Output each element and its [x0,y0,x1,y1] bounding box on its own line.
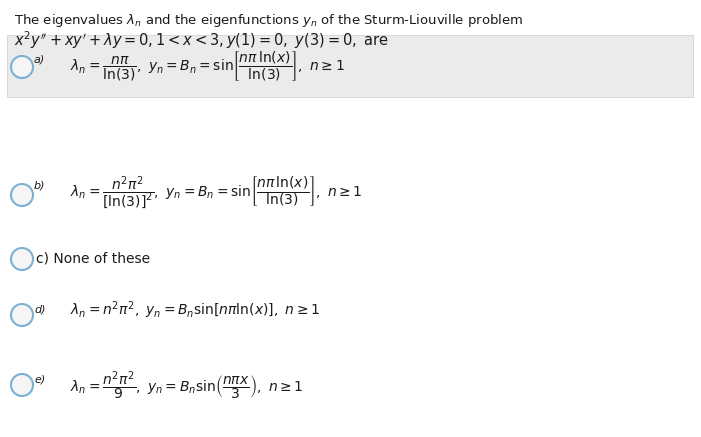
Text: $\lambda_n = \dfrac{n^2\pi^2}{[\ln(3)]^2},\ y_n = B_n = \sin\!\left[\dfrac{n\pi\: $\lambda_n = \dfrac{n^2\pi^2}{[\ln(3)]^2… [70,175,362,212]
Text: The eigenvalues $\lambda_n$ and the eigenfunctions $y_n$ of the Sturm-Liouville : The eigenvalues $\lambda_n$ and the eige… [14,12,523,29]
Circle shape [11,374,33,396]
Circle shape [11,248,33,270]
Circle shape [11,56,33,78]
Text: $\lambda_n = \dfrac{n\pi}{\ln(3)},\ y_n = B_n = \sin\!\left[\dfrac{n\pi\,\mathrm: $\lambda_n = \dfrac{n\pi}{\ln(3)},\ y_n … [70,49,345,83]
Text: c) None of these: c) None of these [36,252,150,266]
Text: b): b) [34,181,46,191]
Circle shape [11,184,33,206]
FancyBboxPatch shape [7,35,693,97]
Text: $\lambda_n = \dfrac{n^2\pi^2}{9},\ y_n = B_n\sin\!\left(\dfrac{n\pi x}{3}\right): $\lambda_n = \dfrac{n^2\pi^2}{9},\ y_n =… [70,369,304,402]
Text: a): a) [34,55,46,65]
Text: $x^2y'' + xy' + \lambda y = 0, 1 < x < 3, y(1) = 0,\ y(3) = 0,$ are: $x^2y'' + xy' + \lambda y = 0, 1 < x < 3… [14,29,389,51]
Circle shape [11,304,33,326]
Text: e): e) [34,374,46,384]
Text: $\lambda_n = n^2\pi^2,\ y_n = B_n\sin[n\pi\ln(x)],\ n \geq 1$: $\lambda_n = n^2\pi^2,\ y_n = B_n\sin[n\… [70,299,320,321]
Text: d): d) [34,304,46,314]
